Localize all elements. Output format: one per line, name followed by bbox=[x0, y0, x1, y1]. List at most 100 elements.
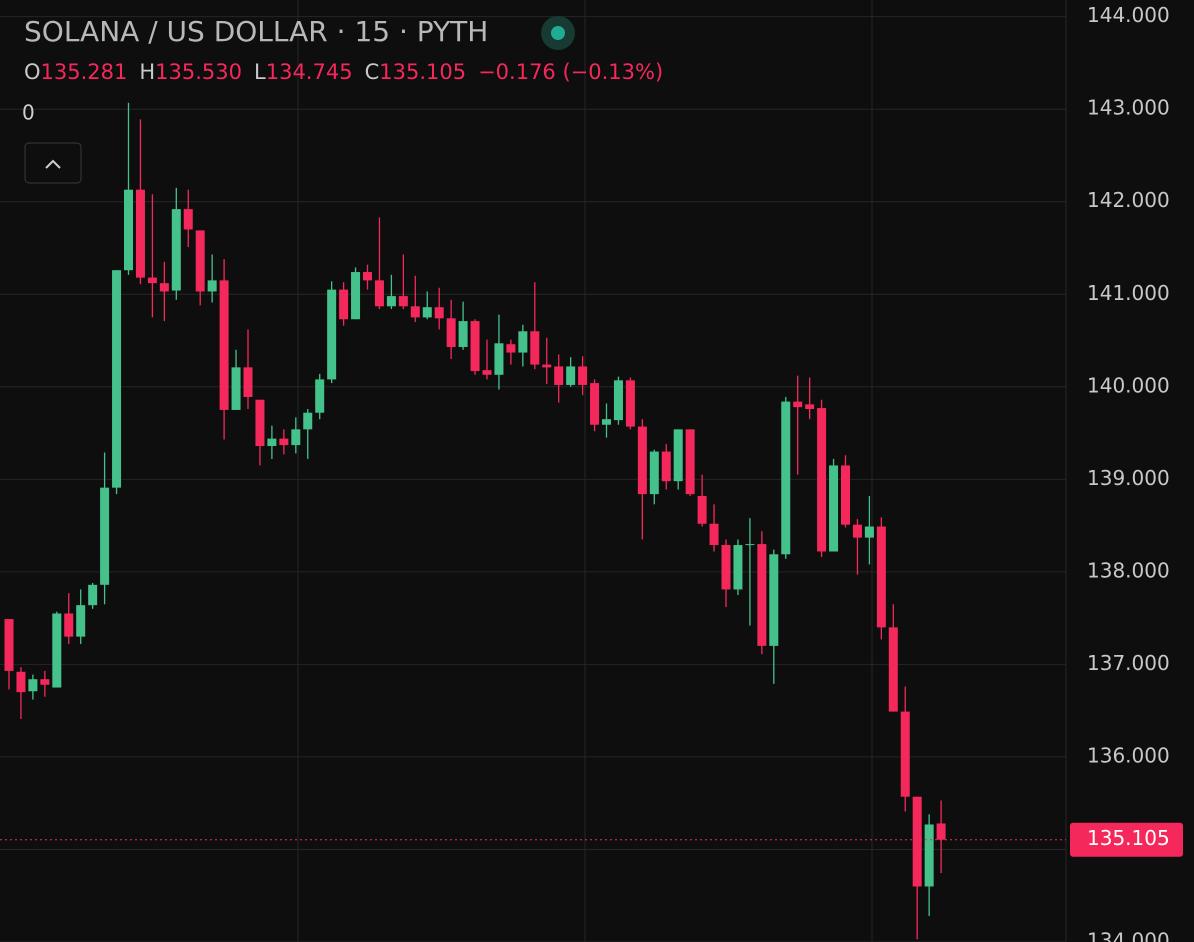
candle-body bbox=[52, 613, 62, 688]
y-tick-label: 144.000 bbox=[1087, 3, 1170, 27]
last-price-box bbox=[1070, 822, 1183, 857]
candle-body bbox=[171, 209, 181, 291]
candle-body bbox=[100, 487, 110, 585]
ohlc-key: H bbox=[139, 60, 155, 84]
ohlc-value: 134.745 bbox=[266, 60, 353, 84]
candle-body bbox=[733, 545, 743, 590]
candle-body bbox=[542, 364, 552, 368]
y-tick-label: 143.000 bbox=[1087, 96, 1170, 120]
candle-body bbox=[530, 331, 540, 365]
candle-body bbox=[374, 280, 384, 307]
candle-body bbox=[900, 711, 910, 797]
time-grid bbox=[297, 0, 1067, 942]
ohlc-value: 135.105 bbox=[379, 60, 466, 84]
last-price-label: 135.105 bbox=[1087, 826, 1170, 850]
candle-body bbox=[458, 321, 468, 348]
candle-body bbox=[4, 619, 14, 671]
candle-body bbox=[781, 401, 791, 555]
candle-body bbox=[410, 306, 420, 318]
candle-body bbox=[147, 277, 157, 284]
ohlc-key: O bbox=[24, 60, 41, 84]
candle-body bbox=[924, 824, 934, 887]
candle-body bbox=[757, 544, 767, 646]
candle-body bbox=[195, 230, 205, 292]
candle-body bbox=[386, 296, 396, 307]
candle-body bbox=[135, 189, 145, 278]
price-axis: 134.000135.000136.000137.000138.000139.0… bbox=[1070, 3, 1183, 942]
y-tick-label: 141.000 bbox=[1087, 281, 1170, 305]
y-tick-label: 136.000 bbox=[1087, 743, 1170, 767]
ohlc-key: C bbox=[365, 60, 380, 84]
candles bbox=[0, 102, 1066, 940]
candle-body bbox=[829, 465, 839, 552]
candle-body bbox=[291, 429, 301, 446]
candle-body bbox=[207, 280, 217, 292]
ohlc-value: 135.281 bbox=[41, 60, 128, 84]
candle-body bbox=[231, 367, 241, 410]
candle-body bbox=[255, 399, 265, 447]
candle-body bbox=[16, 671, 26, 693]
candle-body bbox=[88, 584, 98, 606]
candle-body bbox=[267, 438, 277, 447]
y-tick-label: 142.000 bbox=[1087, 188, 1170, 212]
candle-body bbox=[470, 321, 480, 372]
candle-body bbox=[494, 343, 504, 375]
candle-body bbox=[602, 419, 611, 425]
candle-body bbox=[40, 679, 50, 685]
ohlc-key: L bbox=[254, 60, 266, 84]
candle-body bbox=[864, 526, 874, 538]
ohlc-change: −0.176 (−0.13%) bbox=[478, 60, 663, 84]
candle-body bbox=[697, 495, 707, 524]
candle-body bbox=[506, 344, 516, 353]
candle-body bbox=[673, 429, 683, 482]
candle-body bbox=[28, 679, 38, 692]
candle-body bbox=[518, 331, 528, 353]
chart-title: SOLANA / US DOLLAR · 15 · PYTH bbox=[24, 15, 488, 48]
candle-body bbox=[315, 379, 325, 413]
candle-body bbox=[482, 370, 492, 375]
collapse-button[interactable] bbox=[24, 142, 82, 184]
candle-body bbox=[434, 307, 444, 319]
candle-body bbox=[649, 451, 659, 495]
candle-body bbox=[709, 523, 719, 546]
candle-body bbox=[219, 280, 229, 410]
candle-body bbox=[888, 627, 898, 712]
candle-body bbox=[398, 296, 408, 307]
candle-body bbox=[876, 526, 886, 628]
y-tick-label: 137.000 bbox=[1087, 651, 1170, 675]
candle-body bbox=[745, 544, 755, 546]
candle-body bbox=[339, 289, 349, 320]
candle-body bbox=[578, 366, 588, 385]
candle-body bbox=[590, 383, 600, 425]
candle-body bbox=[554, 366, 564, 385]
candle-body bbox=[64, 613, 74, 637]
candle-body bbox=[183, 209, 193, 230]
candle-body bbox=[912, 796, 922, 887]
ohlc-value: 135.530 bbox=[155, 60, 242, 84]
candle-body bbox=[279, 438, 289, 446]
candle-body bbox=[112, 270, 122, 488]
candle-body bbox=[841, 465, 850, 525]
candle-body bbox=[422, 307, 432, 318]
y-tick-label: 134.000 bbox=[1087, 929, 1170, 942]
candle-body bbox=[685, 429, 695, 495]
candle-body bbox=[124, 189, 133, 271]
candle-body bbox=[805, 404, 815, 410]
candle-body bbox=[793, 401, 803, 408]
candle-body bbox=[327, 289, 337, 380]
candle-body bbox=[446, 318, 456, 348]
y-tick-label: 139.000 bbox=[1087, 466, 1170, 490]
candle-body bbox=[566, 366, 576, 385]
candle-body bbox=[769, 554, 779, 646]
grid bbox=[0, 16, 1066, 942]
candle-body bbox=[661, 451, 671, 482]
candle-body bbox=[76, 605, 86, 637]
candle-body bbox=[637, 426, 647, 495]
candle-body bbox=[351, 272, 361, 320]
candle-body bbox=[936, 823, 946, 840]
candle-body bbox=[159, 283, 169, 292]
collapse-icon[interactable] bbox=[45, 159, 61, 169]
